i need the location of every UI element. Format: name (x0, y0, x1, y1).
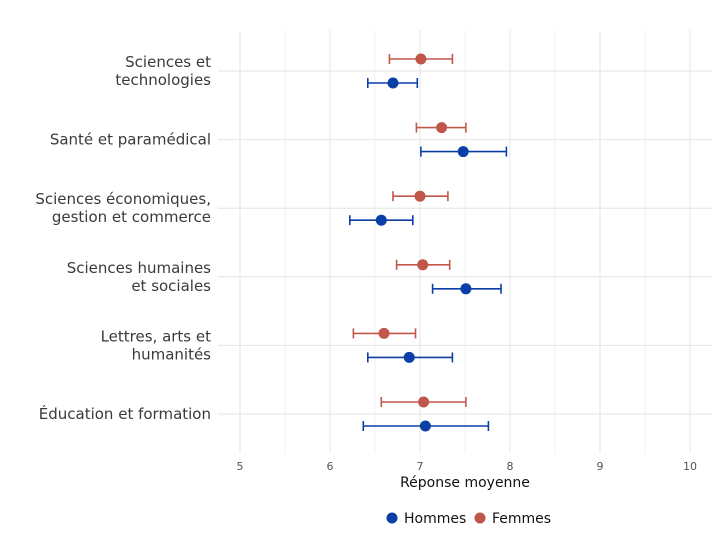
category-label: Sciences et technologies (115, 53, 211, 89)
data-point (418, 396, 430, 408)
legend: Hommes Femmes (386, 511, 551, 527)
x-tick-label: 7 (417, 460, 424, 473)
data-point (403, 351, 415, 363)
series-layer (348, 53, 508, 432)
x-tick-label: 10 (683, 460, 697, 473)
x-axis-title: Réponse moyenne (400, 475, 530, 491)
data-point (419, 420, 431, 432)
legend-item-femmes: Femmes (474, 511, 551, 527)
legend-label: Femmes (492, 511, 551, 527)
legend-swatch (474, 512, 486, 524)
series-hommes (348, 77, 508, 432)
category-label: Santé et paramédical (50, 131, 211, 149)
data-point (375, 214, 387, 226)
x-tick-label: 9 (597, 460, 604, 473)
data-point (387, 77, 399, 89)
x-tick-label: 8 (507, 460, 514, 473)
x-tick-label: 6 (327, 460, 334, 473)
data-point (415, 53, 427, 65)
x-tick-labels: 5 6 7 8 9 10 (237, 460, 698, 473)
category-label: Sciences humaines et sociales (67, 259, 211, 295)
legend-swatch (386, 512, 398, 524)
data-point (417, 259, 429, 271)
data-point (460, 283, 472, 295)
data-point (436, 122, 448, 134)
data-point (378, 327, 390, 339)
category-label: Sciences économiques, gestion et commerce (35, 190, 211, 226)
x-tick-label: 5 (237, 460, 244, 473)
data-point (414, 190, 426, 202)
data-point (457, 146, 469, 158)
legend-item-hommes: Hommes (386, 511, 466, 527)
category-label: Lettres, arts et humanités (101, 327, 212, 363)
category-label: Éducation et formation (39, 404, 211, 423)
grid (218, 30, 712, 453)
legend-label: Hommes (404, 511, 466, 527)
series-femmes (352, 53, 467, 408)
category-labels: Sciences et technologies Santé et paramédi… (35, 53, 211, 423)
